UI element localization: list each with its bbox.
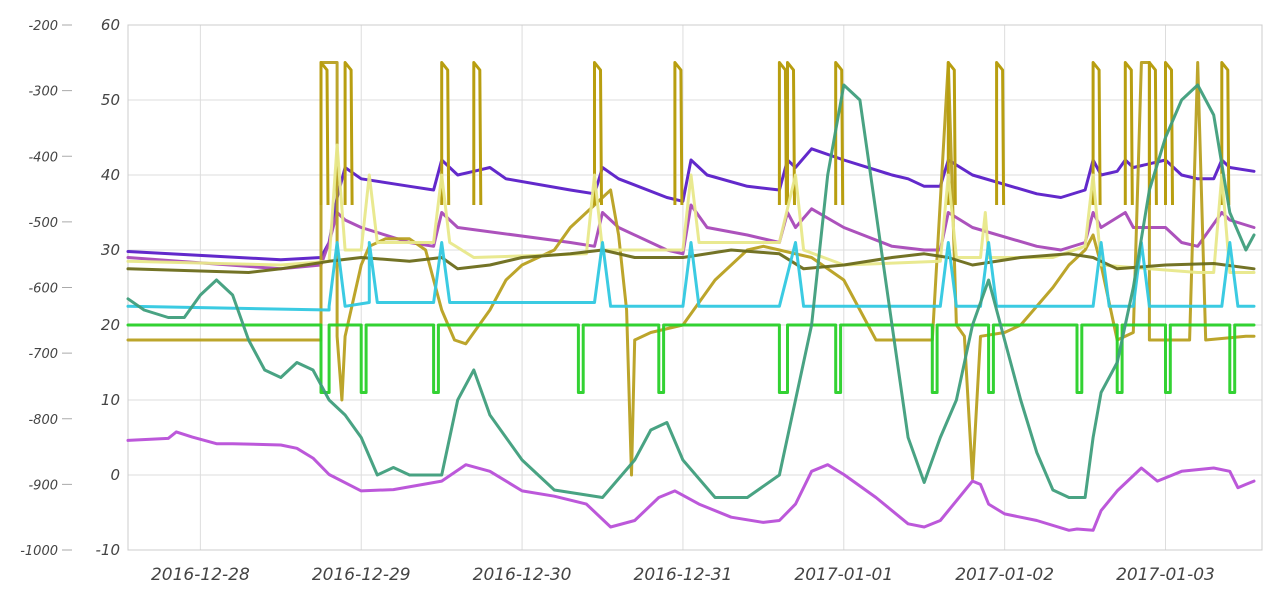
series-spike: [834, 61, 845, 206]
right-axis-tick-label: 50: [101, 91, 120, 109]
right-axis-tick-label: 0: [110, 466, 120, 484]
series-spike: [777, 61, 788, 206]
left-axis-tick-label: -400: [28, 150, 58, 165]
left-axis-tick-label: -800: [28, 413, 58, 428]
series-line-9: [126, 83, 1256, 499]
x-axis-tick-label: 2016-12-31: [634, 565, 733, 585]
series-spike: [946, 61, 957, 206]
left-axis-tick-label: -600: [28, 282, 58, 297]
x-axis-tick-label: 2017-01-03: [1116, 565, 1215, 585]
right-axis-tick-label: 20: [101, 316, 120, 334]
x-axis-tick-label: 2017-01-02: [955, 565, 1054, 585]
x-axis-tick-label: 2016-12-30: [473, 565, 572, 585]
series-spike: [319, 61, 330, 206]
series-line-6: [126, 248, 1256, 274]
series-spike: [1147, 61, 1158, 206]
series-spike: [1091, 61, 1102, 206]
right-axis-tick-label: 60: [101, 16, 120, 34]
right-axis-tick-label: 40: [101, 166, 120, 184]
series-spike: [673, 61, 684, 206]
series-spike: [1123, 61, 1134, 206]
series-layer: [126, 61, 1256, 532]
series-spike: [343, 61, 354, 206]
series-spike: [472, 61, 483, 206]
series-line-5: [126, 143, 1256, 274]
series-spike: [593, 61, 603, 206]
left-axis-tick-label: -300: [28, 85, 58, 100]
x-axis-tick-label: 2016-12-28: [151, 565, 250, 585]
left-axis-tick-label: -900: [28, 478, 58, 493]
x-axis-tick-label: 2017-01-01: [794, 565, 893, 585]
series-spike: [786, 61, 796, 206]
series-spike: [995, 61, 1006, 206]
left-axis-tick-label: -200: [28, 19, 58, 34]
x-axis: 2016-12-28 2016-12-29 2016-12-30 2016-12-31…: [151, 565, 1215, 585]
series-spike: [440, 61, 451, 206]
series-line-7: [126, 241, 1256, 312]
right-axis-tick-label: 30: [101, 241, 120, 259]
left-axis-tick-label: -1000: [20, 544, 58, 559]
series-line-10: [126, 430, 1256, 532]
left-axis-tick-label: -700: [28, 347, 58, 362]
right-axis-tick-label: -10: [96, 541, 121, 559]
series-line-8: [126, 323, 1256, 394]
series-line-3: [126, 61, 1256, 481]
x-axis-tick-label: 2016-12-29: [312, 565, 411, 585]
right-axis-tick-label: 10: [101, 391, 120, 409]
plot-border: [127, 24, 1263, 551]
left-axis-tick-label: -500: [28, 216, 58, 231]
left-axis: -200 -300 -400 -500 -600 -700 -800 -900 -1000: [20, 19, 72, 559]
series-spike: [1220, 61, 1231, 206]
right-axis: 60 50 40 30 20 10 0 -10: [96, 16, 121, 559]
